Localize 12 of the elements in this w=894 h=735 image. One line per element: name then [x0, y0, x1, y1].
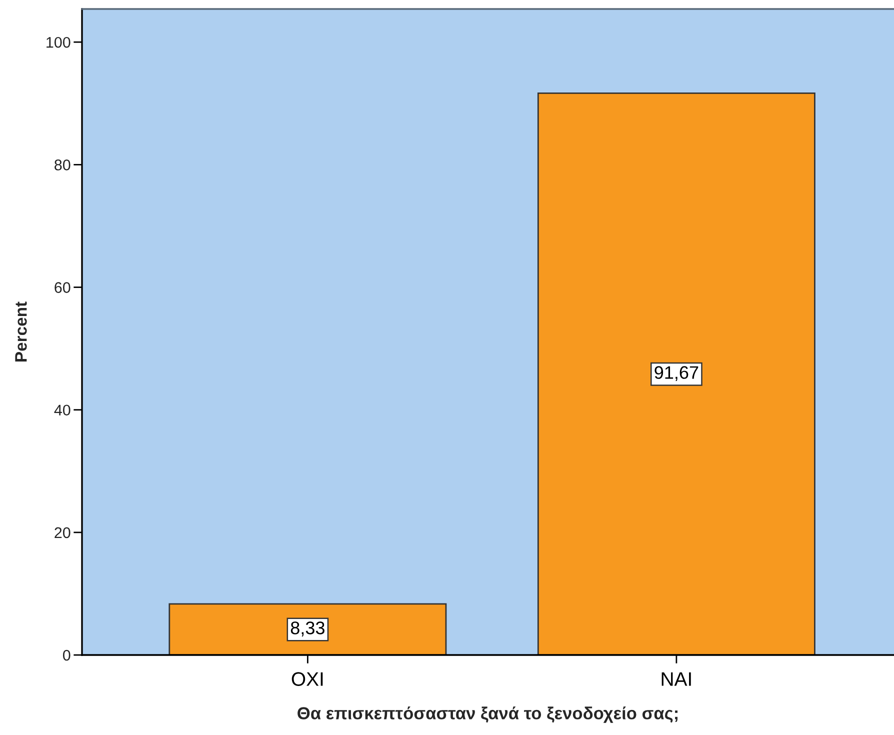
- y-tick-label: 60: [54, 282, 70, 293]
- y-axis-title: Percent: [15, 302, 27, 362]
- x-axis-title: Θα επισκεπτόσασταν ξανά το ξενοδοχείο σας;: [298, 706, 678, 723]
- x-tick-label: ΝΑΙ: [662, 672, 691, 686]
- y-tick-label: 100: [46, 36, 70, 48]
- data-label: 91,67: [654, 366, 698, 382]
- data-label: 8,33: [290, 622, 324, 636]
- x-tick-label: ΟΧΙ: [292, 672, 323, 686]
- y-tick-label: 20: [54, 527, 70, 538]
- y-tick-label: 80: [54, 160, 70, 170]
- y-tick-label: 40: [54, 404, 70, 416]
- y-tick-label: 0: [62, 650, 70, 661]
